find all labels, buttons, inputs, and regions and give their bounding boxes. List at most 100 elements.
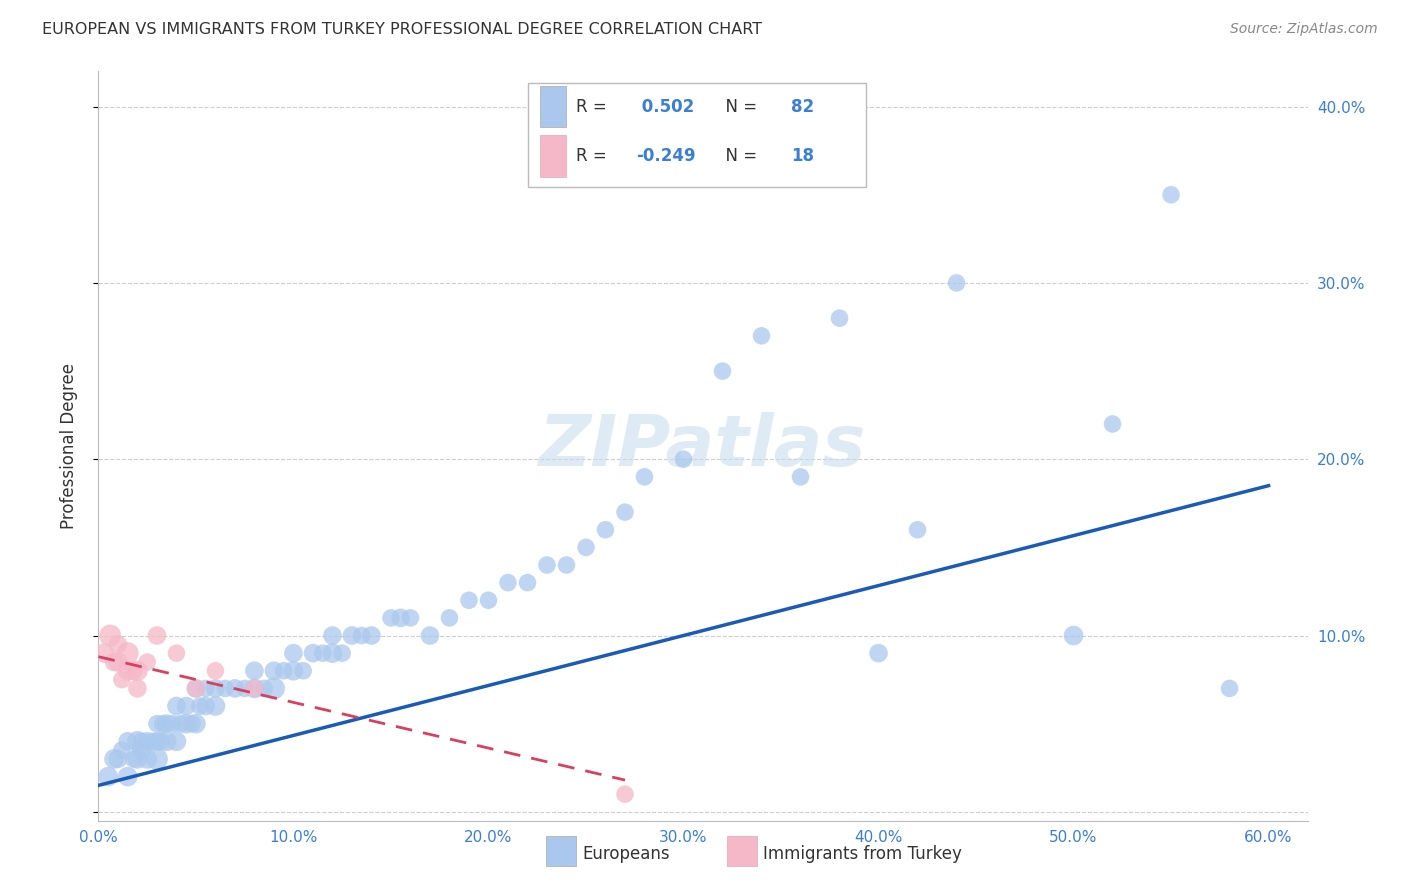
Point xyxy=(107,752,129,766)
Point xyxy=(321,628,343,642)
Point xyxy=(117,734,139,748)
Bar xyxy=(546,836,576,865)
Bar xyxy=(540,136,567,177)
Point xyxy=(103,752,125,766)
Point xyxy=(458,593,481,607)
Point xyxy=(165,699,187,714)
Point xyxy=(136,752,159,766)
Point xyxy=(107,655,129,669)
Point xyxy=(312,646,335,660)
Point xyxy=(614,505,637,519)
FancyBboxPatch shape xyxy=(527,83,866,187)
Point xyxy=(868,646,890,660)
Point xyxy=(117,646,139,660)
Point xyxy=(131,734,153,748)
Point xyxy=(321,646,343,660)
Bar xyxy=(727,836,758,865)
Point xyxy=(162,716,184,731)
Point xyxy=(633,470,655,484)
Point xyxy=(127,681,149,696)
Point xyxy=(263,664,285,678)
Point xyxy=(165,646,187,660)
Text: N =: N = xyxy=(716,147,762,165)
Point xyxy=(181,716,204,731)
Point xyxy=(340,628,363,642)
Text: EUROPEAN VS IMMIGRANTS FROM TURKEY PROFESSIONAL DEGREE CORRELATION CHART: EUROPEAN VS IMMIGRANTS FROM TURKEY PROFE… xyxy=(42,22,762,37)
Point xyxy=(555,558,578,572)
Point xyxy=(516,575,538,590)
Point xyxy=(184,681,207,696)
Text: 0.502: 0.502 xyxy=(637,97,695,116)
Point xyxy=(184,681,207,696)
Text: ZIPatlas: ZIPatlas xyxy=(540,411,866,481)
Text: -0.249: -0.249 xyxy=(637,147,696,165)
Point xyxy=(127,664,149,678)
Point xyxy=(292,664,315,678)
Point xyxy=(389,611,412,625)
Point xyxy=(243,681,266,696)
Point xyxy=(111,673,134,687)
Point xyxy=(1160,187,1182,202)
Point xyxy=(188,699,211,714)
Point xyxy=(302,646,325,660)
Point xyxy=(828,311,851,326)
Point xyxy=(169,716,191,731)
Point xyxy=(117,770,139,784)
Point xyxy=(93,646,115,660)
Text: Source: ZipAtlas.com: Source: ZipAtlas.com xyxy=(1230,22,1378,37)
Point xyxy=(419,628,441,642)
Point xyxy=(174,716,197,731)
Point xyxy=(146,752,169,766)
Point xyxy=(243,681,266,696)
Point xyxy=(380,611,402,625)
Point xyxy=(98,628,121,642)
Point xyxy=(204,699,226,714)
Point xyxy=(194,699,217,714)
Point xyxy=(184,716,207,731)
Point xyxy=(194,681,217,696)
Point xyxy=(149,734,172,748)
Point xyxy=(283,646,305,660)
Point xyxy=(330,646,353,660)
Point xyxy=(614,787,637,801)
Point xyxy=(243,664,266,678)
Point xyxy=(127,752,149,766)
Point xyxy=(273,664,295,678)
Text: 82: 82 xyxy=(792,97,814,116)
Point xyxy=(117,664,139,678)
Point xyxy=(399,611,422,625)
Point xyxy=(751,328,773,343)
Point xyxy=(111,743,134,757)
Point xyxy=(107,637,129,651)
Point xyxy=(439,611,461,625)
Point xyxy=(152,716,174,731)
Text: 18: 18 xyxy=(792,147,814,165)
Point xyxy=(1063,628,1085,642)
Point xyxy=(360,628,382,642)
Point xyxy=(496,575,519,590)
Point xyxy=(97,770,120,784)
Bar xyxy=(540,86,567,128)
Point xyxy=(156,734,179,748)
Point xyxy=(907,523,929,537)
Point xyxy=(136,734,159,748)
Point xyxy=(214,681,236,696)
Point xyxy=(146,628,169,642)
Point xyxy=(536,558,558,572)
Point xyxy=(711,364,734,378)
Text: Europeans: Europeans xyxy=(582,846,669,863)
Point xyxy=(136,655,159,669)
Point xyxy=(672,452,695,467)
Text: R =: R = xyxy=(576,97,612,116)
Point xyxy=(253,681,276,696)
Point xyxy=(146,734,169,748)
Point xyxy=(131,743,153,757)
Y-axis label: Professional Degree: Professional Degree xyxy=(59,363,77,529)
Point xyxy=(233,681,256,696)
Point xyxy=(789,470,811,484)
Point xyxy=(224,681,246,696)
Point xyxy=(174,699,197,714)
Point xyxy=(263,681,285,696)
Point xyxy=(127,734,149,748)
Text: R =: R = xyxy=(576,147,612,165)
